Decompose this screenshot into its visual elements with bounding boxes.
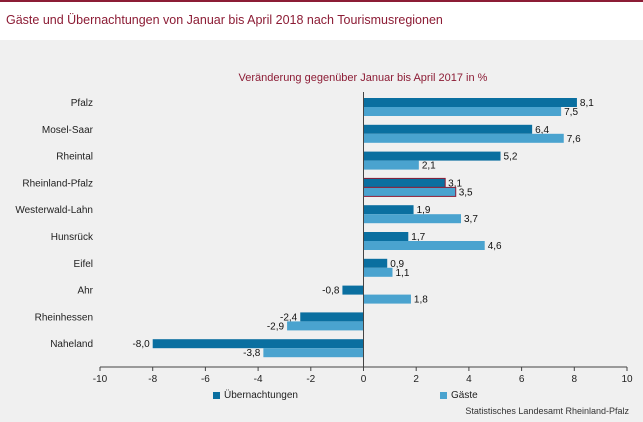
legend: Übernachtungen Gäste xyxy=(0,390,643,404)
bar-gaeste xyxy=(363,133,564,143)
bar-uebernachtungen xyxy=(363,232,409,241)
source-note: Statistisches Landesamt Rheinland-Pfalz xyxy=(465,406,629,416)
legend-swatch-gaeste xyxy=(440,392,447,399)
x-tick-label: 8 xyxy=(572,374,578,385)
category-label: Mosel-Saar xyxy=(42,125,94,136)
data-label: 7,6 xyxy=(567,134,581,145)
chart-subtitle: Veränderung gegenüber Januar bis April 2… xyxy=(238,72,488,84)
category-label: Eifel xyxy=(74,259,93,270)
legend-label-uebernachtungen: Übernachtungen xyxy=(224,390,298,401)
data-label: -2,4 xyxy=(280,312,298,323)
bar-uebernachtungen xyxy=(342,285,364,295)
x-tick-label: 6 xyxy=(519,374,525,385)
bar-gaeste xyxy=(363,214,461,224)
category-label: Rheinhessen xyxy=(35,312,93,323)
bar-gaeste xyxy=(363,241,485,250)
x-tick-label: 4 xyxy=(466,374,472,385)
data-label: 4,6 xyxy=(488,241,502,252)
data-label: 5,2 xyxy=(504,152,518,163)
bar-uebernachtungen xyxy=(363,177,446,188)
bar-uebernachtungen xyxy=(363,151,501,161)
x-tick-label: -2 xyxy=(306,374,315,385)
legend-swatch-uebernachtungen xyxy=(213,392,220,399)
category-label: Westerwald-Lahn xyxy=(15,205,93,216)
bar-uebernachtungen xyxy=(363,98,577,107)
x-tick-label: -8 xyxy=(148,374,157,385)
data-label: 3,1 xyxy=(448,178,462,189)
category-label: Ahr xyxy=(77,286,93,297)
legend-label-gaeste: Gäste xyxy=(451,390,478,401)
category-label: Naheland xyxy=(50,339,93,350)
data-label: 8,1 xyxy=(580,98,594,109)
bar-gaeste xyxy=(287,321,364,331)
data-label: 3,5 xyxy=(459,187,473,198)
data-label: 1,1 xyxy=(395,268,409,279)
data-label: -8,0 xyxy=(132,339,150,350)
data-label: 3,7 xyxy=(464,214,478,225)
top-rule xyxy=(0,0,643,2)
legend-item-uebernachtungen: Übernachtungen xyxy=(213,390,298,401)
data-label: 1,9 xyxy=(417,205,431,216)
bar-gaeste xyxy=(363,294,411,304)
chart-title: Gäste und Übernachtungen von Januar bis … xyxy=(6,13,443,27)
data-label: -0,8 xyxy=(322,286,340,297)
category-label: Pfalz xyxy=(71,98,93,109)
x-tick-label: 2 xyxy=(413,374,419,385)
bar-uebernachtungen xyxy=(300,312,364,322)
x-tick-label: 10 xyxy=(621,374,633,385)
bar-gaeste xyxy=(363,267,393,277)
bar-gaeste xyxy=(363,160,419,170)
bar-gaeste xyxy=(363,107,562,116)
category-label: Rheinland-Pfalz xyxy=(22,178,93,189)
data-label: 1,7 xyxy=(411,232,425,243)
bar-gaeste xyxy=(263,348,364,358)
bar-uebernachtungen xyxy=(363,124,533,134)
data-label: -2,9 xyxy=(267,321,285,332)
x-tick-label: 0 xyxy=(361,374,367,385)
legend-item-gaeste: Gäste xyxy=(440,390,478,401)
bar-uebernachtungen xyxy=(363,205,414,215)
data-label: 0,9 xyxy=(390,259,404,270)
data-label: 1,8 xyxy=(414,295,428,306)
x-tick-label: -6 xyxy=(201,374,210,385)
data-label: 6,4 xyxy=(535,125,549,136)
bar-uebernachtungen xyxy=(363,258,388,268)
x-tick-label: -10 xyxy=(93,374,108,385)
category-label: Hunsrück xyxy=(51,232,94,243)
data-label: -3,8 xyxy=(243,348,261,359)
category-label: Rheintal xyxy=(56,152,93,163)
data-label: 2,1 xyxy=(422,161,436,172)
x-tick-label: -4 xyxy=(254,374,263,385)
data-label: 7,5 xyxy=(564,107,578,118)
bar-uebernachtungen xyxy=(152,339,364,349)
bar-gaeste xyxy=(363,186,457,197)
